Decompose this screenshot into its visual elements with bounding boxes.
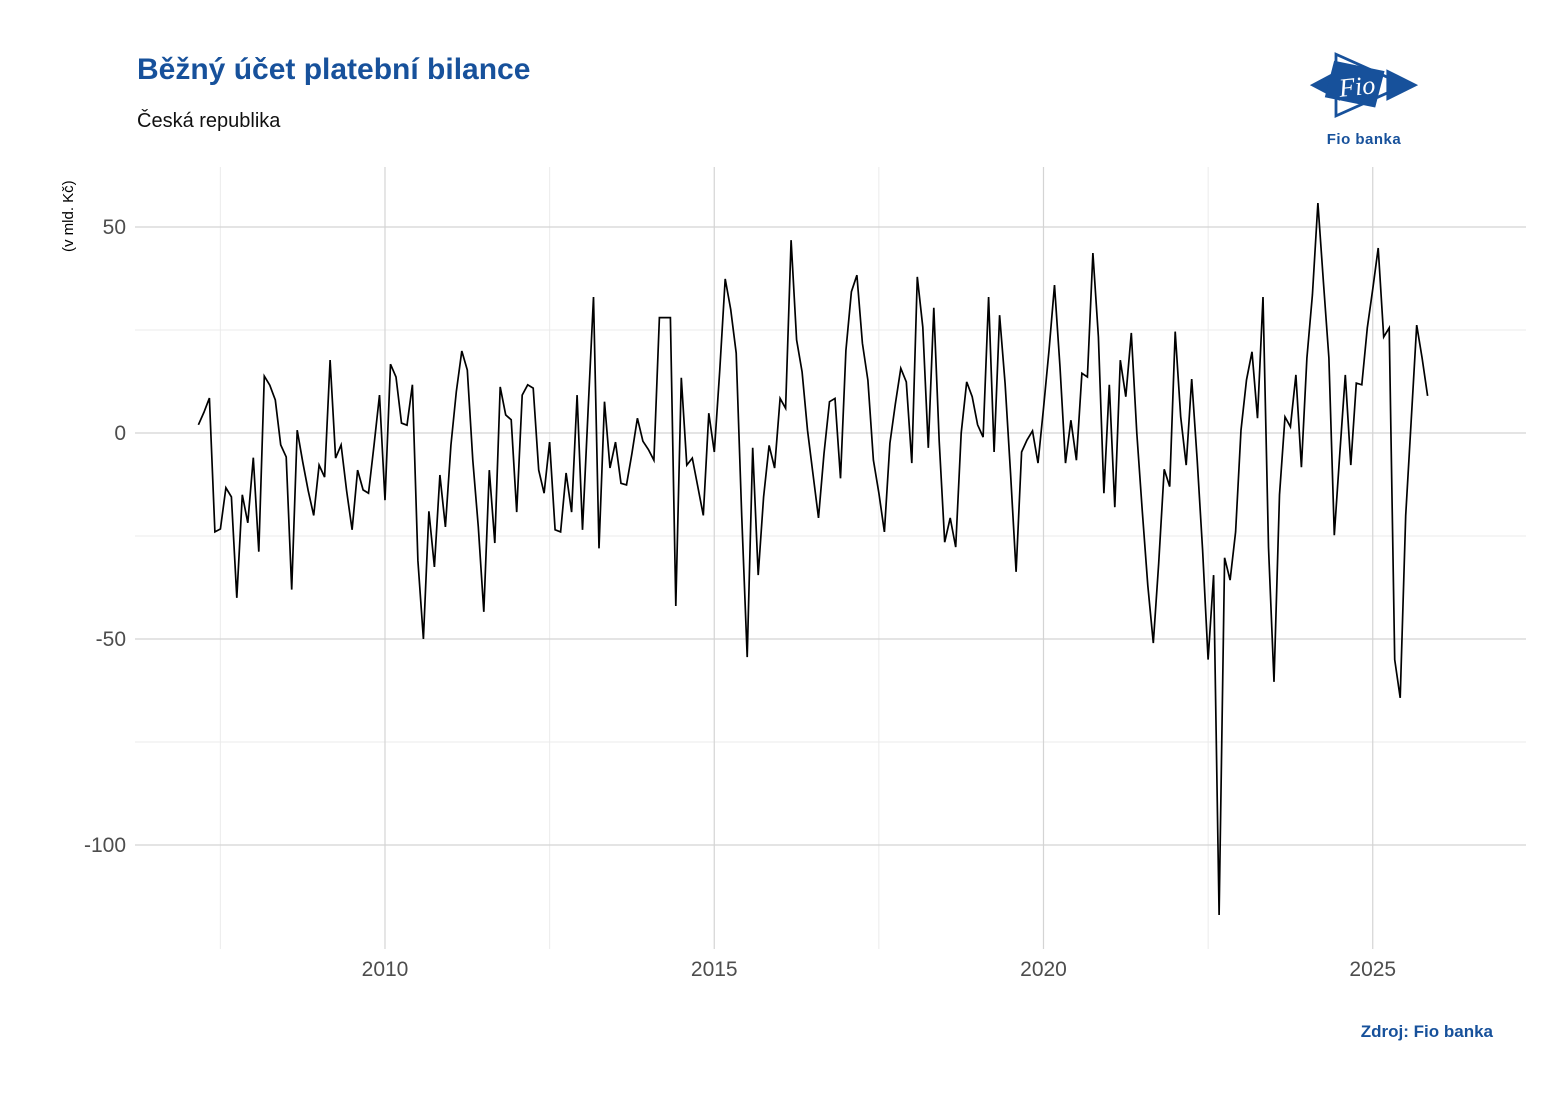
x-tick-label: 2010 (362, 958, 409, 981)
logo-parallelogram (1324, 60, 1385, 108)
x-tick-label: 2020 (1020, 958, 1067, 981)
y-tick-label: -50 (96, 628, 126, 651)
y-tick-label: 50 (103, 216, 126, 239)
page-subtitle: Česká republika (137, 110, 281, 132)
y-tick-label: -100 (84, 834, 126, 857)
page-title: Běžný účet platební bilance (137, 53, 531, 86)
fio-logo-caption: Fio banka (1326, 131, 1402, 148)
logo-mark-text: Fio (1336, 70, 1376, 103)
source-note: Zdroj: Fio banka (1360, 1022, 1493, 1041)
fio-logo-mark: Fio (1309, 52, 1419, 119)
logo-right-triangle (1386, 69, 1419, 101)
fio-logo: Fio Fio banka (1308, 48, 1420, 148)
x-tick-label: 2025 (1349, 958, 1396, 981)
x-tick-label: 2015 (691, 958, 738, 981)
y-tick-label: 0 (114, 422, 126, 445)
series-line (197, 203, 1429, 916)
